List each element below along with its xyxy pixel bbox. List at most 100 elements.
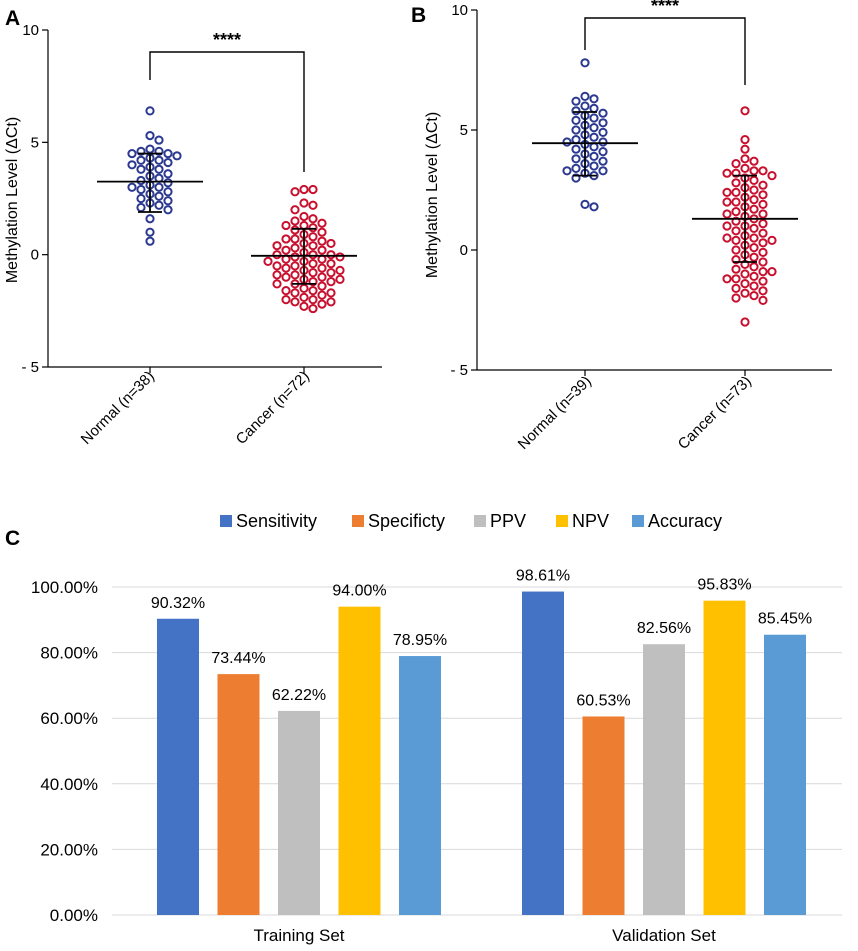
panel-c-category-validation: Validation Set [612, 926, 716, 945]
panelB-data-point [731, 235, 741, 245]
panelB-data-point [722, 221, 732, 231]
panelB-data-point [598, 108, 608, 118]
panelA-data-point [136, 164, 146, 174]
panelA-data-point [290, 288, 300, 298]
panelB-data-point [580, 91, 590, 102]
panelA-data-point [317, 272, 327, 282]
panelA-data-point [145, 227, 155, 237]
panel-c-bar-sensitivity [522, 591, 564, 915]
panelA-data-point [308, 214, 318, 224]
panelA-data-point [290, 216, 300, 226]
panelA-data-point [163, 148, 173, 159]
panelB-data-point [722, 233, 732, 243]
panelB-data-point [749, 185, 759, 195]
panelA-data-point [136, 184, 146, 195]
panel-c-legend-label: PPV [490, 511, 526, 531]
panel-c-data-label: 60.53% [576, 692, 630, 709]
panelA-data-point [163, 187, 173, 197]
panelA-data-point [272, 250, 282, 260]
panelA-data-point [290, 234, 300, 244]
panel-a-dotplot: Methylation Level (ΔCt) 10 5 0 - 5 **** Nor… [4, 22, 382, 448]
panelB-data-point [758, 238, 768, 248]
panelA-data-point [308, 223, 318, 233]
panelA-data-point [290, 270, 300, 280]
panel-c-bar-sensitivity [157, 618, 199, 915]
panelB-data-point [571, 144, 581, 154]
panelA-data-point [281, 286, 291, 296]
panel-c-bar-ppv [643, 644, 685, 915]
panelB-data-point [722, 197, 732, 207]
panelA-data-point [136, 202, 146, 213]
panelB-data-point [749, 243, 759, 253]
panel-a-y-axis-label: Methylation Level (ΔCt) [4, 117, 21, 283]
panelA-data-point [299, 198, 309, 208]
panelB-data-point [589, 113, 599, 123]
panelA-data-point [308, 184, 318, 195]
panelA-data-point [326, 268, 336, 278]
panelB-data-point [589, 103, 599, 114]
panelB-data-point [749, 223, 759, 233]
panelB-data-point [758, 276, 768, 286]
panelA-data-point [154, 155, 164, 165]
panelA-data-point [317, 245, 327, 255]
panel-letter-b: B [411, 4, 426, 27]
panelB-data-point [758, 228, 768, 238]
panelB-data-point [589, 161, 599, 171]
panelB-data-point [722, 168, 732, 178]
panel-c-bar-chart: Sensitivity Specificty PPV NPV Accuracy 0.00… [31, 511, 842, 945]
panelA-data-point [281, 295, 291, 305]
panel-c-bar-ppv [278, 710, 320, 915]
panel-c-category-training: Training Set [253, 926, 344, 945]
panel-c-data-label: 85.45% [758, 611, 812, 628]
panelB-data-point [758, 286, 768, 296]
panelB-data-point [740, 269, 750, 279]
panelB-data-point [562, 137, 572, 147]
panelA-data-point [299, 301, 309, 311]
panelB-data-point [722, 274, 732, 284]
panelB-y-tick-label: 5 [460, 122, 468, 139]
panelB-data-point [740, 106, 750, 116]
panel-c-legend-swatch [632, 515, 644, 527]
panelB-data-point [571, 135, 581, 145]
panel-c-data-label: 78.95% [393, 632, 447, 649]
panelB-data-point [758, 267, 768, 277]
panel-b-x-label-normal: Normal (n=39) [515, 373, 595, 453]
panelA-y-tick-label: 0 [31, 247, 39, 264]
panelA-data-point [154, 191, 164, 201]
panelA-data-point [154, 200, 164, 210]
panelB-y-tick-label: 0 [460, 242, 468, 259]
panelA-data-point [290, 187, 300, 197]
panelB-data-point [571, 154, 581, 164]
panelA-data-point [281, 245, 291, 255]
panelA-data-point [172, 151, 182, 161]
panel-b-dotplot: Methylation Level (ΔCt) 10 5 0 - 5 **** Nor… [424, 0, 832, 453]
panelB-data-point [740, 154, 750, 164]
panelB-data-point [749, 252, 759, 262]
panelA-data-point [317, 290, 327, 300]
panel-c-data-label: 98.61% [516, 568, 570, 585]
panelB-data-point [749, 271, 759, 281]
panelB-data-point [598, 156, 608, 166]
panelA-data-point [272, 270, 282, 280]
panelA-data-point [163, 196, 173, 206]
panel-c-bar-accuracy [764, 634, 806, 915]
panelA-data-point [299, 211, 309, 222]
panelB-data-point [749, 204, 759, 214]
panel-c-data-label: 62.22% [272, 687, 326, 704]
panel-c-data-label: 94.00% [332, 583, 386, 600]
panelA-data-point [326, 297, 336, 307]
panelA-data-point [127, 148, 137, 159]
panel-c-y-tick-label: 0.00% [50, 906, 98, 925]
panelA-data-point [335, 252, 345, 262]
panelA-data-point [326, 259, 336, 269]
panelB-data-point [589, 142, 599, 152]
panelB-data-point [731, 293, 741, 303]
panelB-data-point [740, 317, 750, 327]
panelA-significance-bracket [149, 51, 305, 172]
panelA-data-point [145, 106, 155, 116]
panel-b-x-label-cancer: Cancer (n=73) [675, 373, 755, 453]
panel-c-legend-swatch [220, 515, 232, 527]
panelA-y-tick-label: - 5 [21, 359, 39, 376]
panel-c-y-tick-label: 80.00% [40, 644, 98, 663]
panelB-data-point [731, 264, 741, 274]
